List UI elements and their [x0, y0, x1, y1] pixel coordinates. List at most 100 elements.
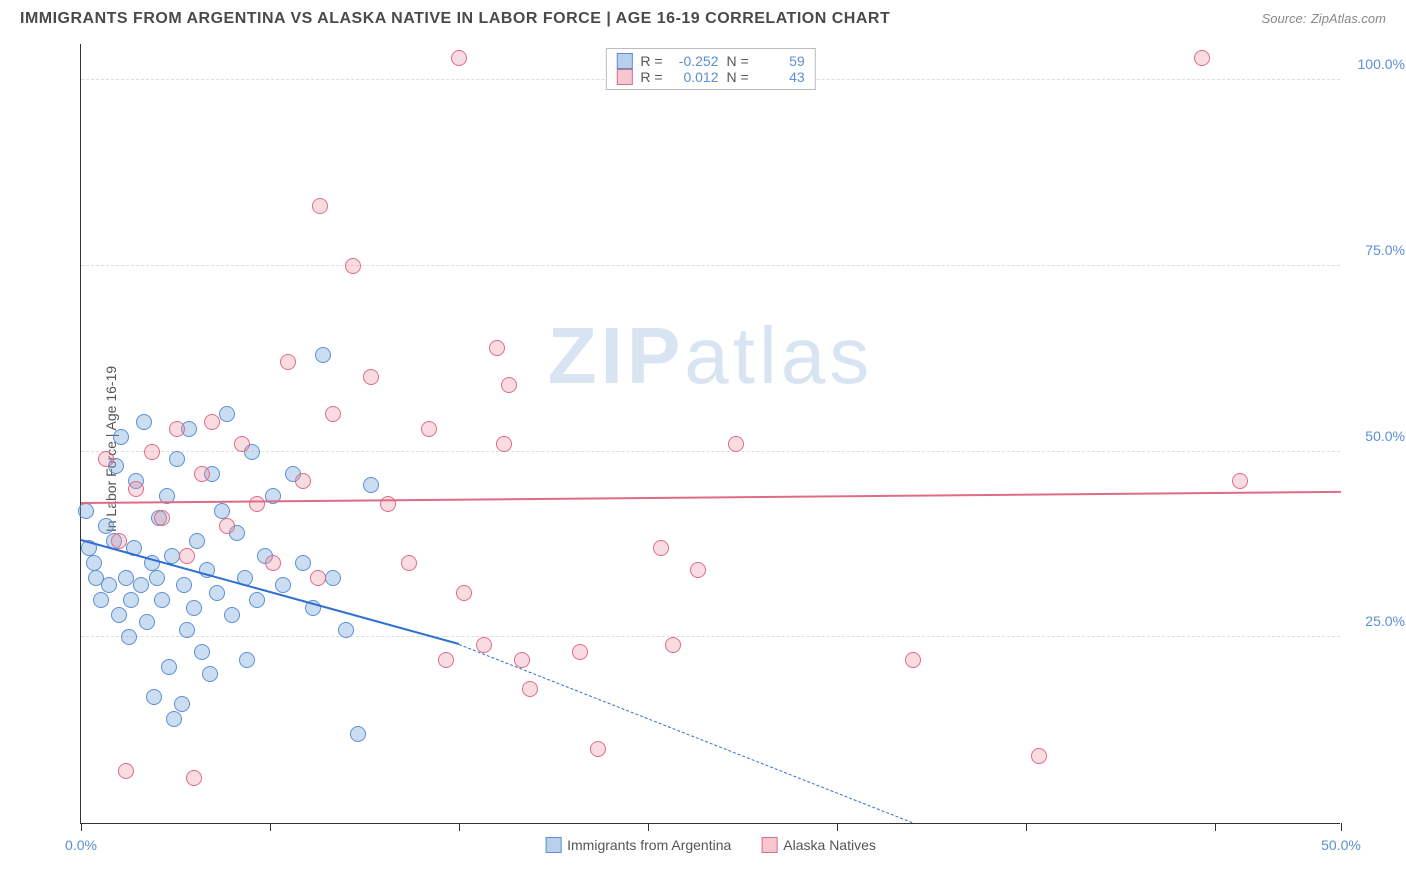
legend-r-label: R =	[640, 53, 662, 69]
legend-swatch-0	[616, 53, 632, 69]
data-point	[345, 258, 361, 274]
data-point	[144, 444, 160, 460]
data-point	[169, 451, 185, 467]
data-point	[204, 414, 220, 430]
watermark: ZIPatlas	[548, 310, 873, 402]
legend-n-value-1: 43	[757, 69, 805, 85]
grid-line	[81, 636, 1340, 637]
x-tick	[81, 823, 82, 831]
data-point	[139, 614, 155, 630]
legend-n-label: N =	[727, 69, 749, 85]
data-point	[234, 436, 250, 452]
data-point	[1194, 50, 1210, 66]
data-point	[209, 585, 225, 601]
data-point	[202, 666, 218, 682]
legend-r-value-0: -0.252	[671, 53, 719, 69]
data-point	[315, 347, 331, 363]
data-point	[249, 496, 265, 512]
data-point	[78, 503, 94, 519]
data-point	[239, 652, 255, 668]
data-point	[98, 451, 114, 467]
x-tick	[459, 823, 460, 831]
source-attribution: Source: ZipAtlas.com	[1262, 10, 1386, 28]
data-point	[219, 518, 235, 534]
data-point	[128, 481, 144, 497]
data-point	[194, 466, 210, 482]
data-point	[401, 555, 417, 571]
legend-series-name-0: Immigrants from Argentina	[567, 837, 731, 853]
data-point	[690, 562, 706, 578]
data-point	[476, 637, 492, 653]
y-tick-label: 50.0%	[1365, 428, 1405, 444]
data-point	[310, 570, 326, 586]
data-point	[280, 354, 296, 370]
trend-line-dashed	[459, 644, 913, 823]
data-point	[501, 377, 517, 393]
chart-container: In Labor Force | Age 16-19 ZIPatlas R = …	[50, 44, 1390, 854]
data-point	[111, 607, 127, 623]
legend-r-value-1: 0.012	[671, 69, 719, 85]
data-point	[118, 570, 134, 586]
source-name: ZipAtlas.com	[1311, 11, 1386, 26]
data-point	[249, 592, 265, 608]
data-point	[136, 414, 152, 430]
data-point	[514, 652, 530, 668]
data-point	[489, 340, 505, 356]
x-tick	[1215, 823, 1216, 831]
data-point	[146, 689, 162, 705]
data-point	[338, 622, 354, 638]
legend-item-1: Alaska Natives	[761, 837, 876, 853]
data-point	[98, 518, 114, 534]
y-tick-label: 100.0%	[1358, 56, 1405, 72]
x-tick	[837, 823, 838, 831]
data-point	[219, 406, 235, 422]
x-tick	[648, 823, 649, 831]
data-point	[295, 473, 311, 489]
legend-item-0: Immigrants from Argentina	[545, 837, 731, 853]
data-point	[421, 421, 437, 437]
legend-n-label: N =	[727, 53, 749, 69]
data-point	[496, 436, 512, 452]
data-point	[522, 681, 538, 697]
legend-r-label: R =	[640, 69, 662, 85]
watermark-light: atlas	[684, 311, 873, 400]
data-point	[194, 644, 210, 660]
legend-swatch-icon	[545, 837, 561, 853]
x-tick	[270, 823, 271, 831]
data-point	[325, 406, 341, 422]
data-point	[312, 198, 328, 214]
data-point	[653, 540, 669, 556]
data-point	[363, 369, 379, 385]
data-point	[169, 421, 185, 437]
data-point	[350, 726, 366, 742]
data-point	[154, 592, 170, 608]
data-point	[572, 644, 588, 660]
data-point	[93, 592, 109, 608]
x-tick-label: 50.0%	[1321, 837, 1361, 853]
data-point	[161, 659, 177, 675]
grid-line	[81, 451, 1340, 452]
data-point	[179, 622, 195, 638]
data-point	[174, 696, 190, 712]
chart-header: IMMIGRANTS FROM ARGENTINA VS ALASKA NATI…	[0, 0, 1406, 34]
data-point	[123, 592, 139, 608]
data-point	[133, 577, 149, 593]
data-point	[275, 577, 291, 593]
legend-series-name-1: Alaska Natives	[783, 837, 876, 853]
grid-line	[81, 265, 1340, 266]
x-tick	[1026, 823, 1027, 831]
data-point	[438, 652, 454, 668]
data-point	[86, 555, 102, 571]
data-point	[451, 50, 467, 66]
x-tick-label: 0.0%	[65, 837, 97, 853]
y-tick-label: 75.0%	[1365, 242, 1405, 258]
legend-swatch-1	[616, 69, 632, 85]
y-tick-label: 25.0%	[1365, 613, 1405, 629]
data-point	[456, 585, 472, 601]
correlation-legend: R = -0.252 N = 59 R = 0.012 N = 43	[605, 48, 815, 90]
data-point	[214, 503, 230, 519]
data-point	[1232, 473, 1248, 489]
legend-swatch-icon	[761, 837, 777, 853]
data-point	[380, 496, 396, 512]
series-legend: Immigrants from Argentina Alaska Natives	[545, 837, 876, 853]
